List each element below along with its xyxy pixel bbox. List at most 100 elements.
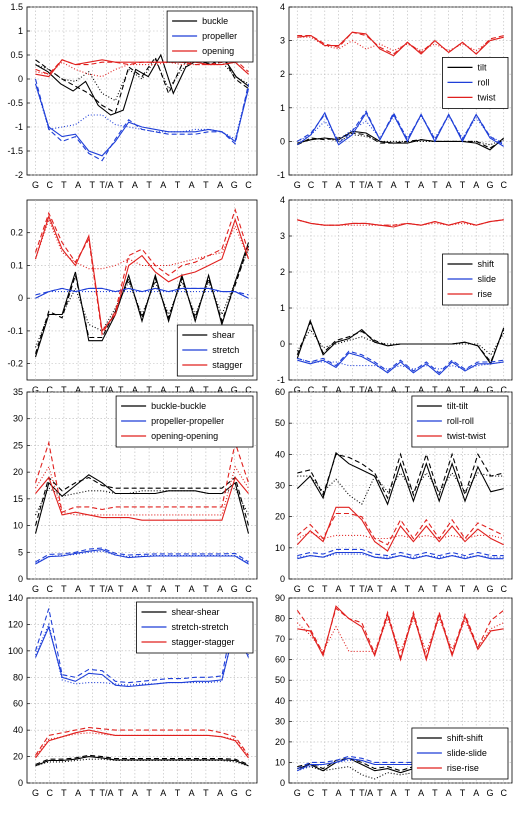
x-tick-label: T: [350, 584, 356, 594]
y-tick-label: 0: [18, 574, 23, 584]
y-tick-label: 2: [280, 69, 285, 79]
legend: buckle propeller opening: [166, 10, 254, 63]
series-line-rise-rise-dotted: [296, 617, 504, 653]
y-tick-label: 140: [8, 593, 23, 603]
x-tick-label: G: [294, 788, 301, 798]
x-tick-label: A: [75, 180, 81, 190]
series-line-opening: [35, 59, 249, 78]
y-tick-label: 0: [280, 574, 285, 584]
legend-box: [442, 253, 509, 306]
y-tick-label: 0.2: [10, 228, 23, 238]
series-line-stretch: [35, 287, 249, 299]
x-tick-label: T: [460, 584, 466, 594]
x-tick-label: C: [500, 385, 507, 395]
y-tick-label: 40: [13, 725, 23, 735]
x-tick-label: T: [146, 385, 152, 395]
y-tick-label: 4: [280, 195, 285, 205]
legend: tilt-tilt roll-roll twist-twist: [411, 395, 509, 448]
x-tick-label: A: [473, 788, 479, 798]
x-tick-label: T: [377, 180, 383, 190]
x-tick-label: T: [322, 788, 328, 798]
legend-label: shift: [478, 259, 495, 269]
x-tick-label: A: [473, 385, 479, 395]
x-tick-label: T: [405, 584, 411, 594]
x-tick-label: T: [146, 180, 152, 190]
series-line-slide-dashed: [297, 350, 504, 374]
x-tick-label: T/A: [99, 180, 113, 190]
x-tick-label: A: [189, 584, 195, 594]
x-tick-label: T: [350, 788, 356, 798]
series-line-shear-dotted: [34, 248, 250, 348]
y-tick-label: 10: [275, 543, 285, 553]
series-line-shift-shift-dotted: [297, 766, 504, 780]
x-tick-label: A: [160, 584, 166, 594]
y-tick-label: 10: [13, 521, 23, 531]
legend-label: stagger-stagger: [172, 637, 235, 647]
legend-label: tilt: [478, 62, 487, 72]
y-tick-label: 3: [280, 231, 285, 241]
series-line-tilt-tilt-dashed: [297, 452, 504, 500]
legend-label: propeller-propeller: [151, 416, 224, 426]
series-line-roll-roll: [297, 551, 504, 560]
legend-label: roll: [478, 77, 490, 87]
y-tick-label: 50: [275, 418, 285, 428]
legend-label: stagger: [212, 360, 242, 370]
series-line-stretch-stretch: [34, 625, 250, 688]
series-line-shear-shear-dotted: [35, 758, 249, 767]
series-line-roll: [296, 111, 504, 147]
x-tick-label: A: [75, 385, 81, 395]
x-tick-label: A: [391, 788, 397, 798]
y-tick-label: 80: [275, 614, 285, 624]
y-tick-label: 70: [275, 634, 285, 644]
series-line-slide-dotted: [297, 357, 504, 370]
x-tick-label: T: [350, 385, 356, 395]
y-tick-label: 40: [275, 696, 285, 706]
series-line-roll-roll-dashed: [297, 548, 504, 557]
y-tick-label: 120: [8, 619, 23, 629]
x-tick-label: T: [377, 584, 383, 594]
x-tick-label: T: [460, 385, 466, 395]
x-tick-label: A: [217, 385, 223, 395]
x-tick-label: T: [432, 385, 438, 395]
series-line-tilt-tilt: [296, 451, 504, 506]
series-line-shear-shear-dashed: [35, 754, 249, 766]
x-tick-label: T: [322, 584, 328, 594]
x-tick-label: T: [175, 788, 181, 798]
x-tick-label: G: [294, 584, 301, 594]
y-tick-label: 25: [13, 440, 23, 450]
x-tick-label: G: [231, 788, 238, 798]
y-tick-label: -2: [15, 170, 23, 180]
series-line-slide-slide-dashed: [297, 755, 504, 770]
x-tick-label: T: [90, 180, 96, 190]
series-line-buckle-buckle-dotted: [35, 487, 249, 516]
x-tick-label: C: [46, 584, 53, 594]
x-tick-label: T: [203, 788, 209, 798]
x-tick-label: A: [217, 788, 223, 798]
x-tick-label: T: [377, 385, 383, 395]
x-tick-label: T: [175, 180, 181, 190]
x-tick-label: C: [245, 584, 252, 594]
x-tick-label: T: [460, 788, 466, 798]
x-tick-label: T: [377, 788, 383, 798]
x-tick-label: T: [118, 385, 124, 395]
x-tick-label: A: [132, 180, 138, 190]
y-tick-label: 100: [8, 646, 23, 656]
x-tick-label: A: [217, 584, 223, 594]
y-tick-label: 60: [275, 655, 285, 665]
y-tick-label: 35: [13, 387, 23, 397]
x-tick-label: C: [46, 788, 53, 798]
legend: shear-shear stretch-stretch stagger-stagge…: [136, 601, 254, 654]
y-tick-label: 30: [275, 716, 285, 726]
x-tick-label: A: [418, 385, 424, 395]
y-tick-label: 0: [18, 74, 23, 84]
series-line-twist-dotted: [297, 36, 504, 52]
x-tick-label: A: [473, 180, 479, 190]
x-tick-label: T: [175, 385, 181, 395]
x-tick-label: C: [46, 180, 53, 190]
x-tick-label: G: [294, 180, 301, 190]
x-tick-label: A: [75, 788, 81, 798]
series-line-stretch-stretch-dotted: [34, 622, 250, 686]
